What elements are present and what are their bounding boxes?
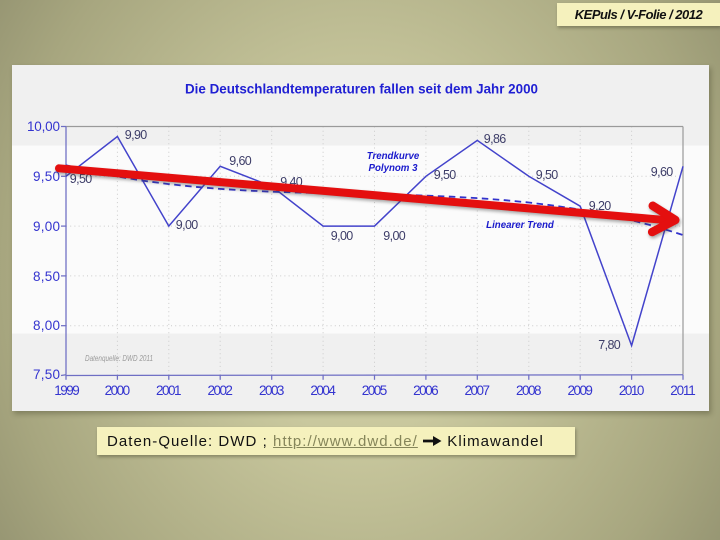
svg-text:9,00: 9,00: [331, 229, 354, 243]
svg-text:2001: 2001: [156, 383, 182, 398]
svg-text:2003: 2003: [259, 383, 285, 398]
svg-text:9,20: 9,20: [589, 199, 612, 213]
svg-text:9,00: 9,00: [176, 218, 199, 232]
svg-text:7,50: 7,50: [33, 367, 60, 382]
svg-text:2004: 2004: [310, 383, 336, 398]
svg-text:1999: 1999: [54, 383, 80, 398]
svg-text:9,60: 9,60: [651, 165, 674, 179]
svg-text:2010: 2010: [619, 383, 645, 398]
svg-text:8,50: 8,50: [33, 269, 60, 284]
svg-text:2006: 2006: [413, 383, 439, 398]
svg-text:10,00: 10,00: [27, 119, 60, 134]
svg-text:Die Deutschlandtemperaturen fa: Die Deutschlandtemperaturen fallen seit …: [185, 81, 538, 97]
svg-text:2005: 2005: [362, 383, 388, 398]
svg-text:9,50: 9,50: [434, 168, 457, 182]
svg-text:9,60: 9,60: [229, 154, 252, 168]
svg-text:2011: 2011: [670, 383, 696, 398]
svg-text:Datenquelle: DWD 2011: Datenquelle: DWD 2011: [85, 354, 153, 363]
svg-text:2002: 2002: [207, 383, 233, 398]
svg-text:9,90: 9,90: [125, 128, 148, 142]
svg-text:Linearer Trend: Linearer Trend: [486, 220, 555, 231]
svg-text:9,50: 9,50: [33, 169, 60, 184]
svg-text:9,00: 9,00: [33, 219, 60, 234]
svg-text:Polynom 3: Polynom 3: [369, 163, 419, 174]
svg-text:2007: 2007: [465, 383, 491, 398]
svg-text:9,50: 9,50: [70, 172, 93, 186]
svg-text:2008: 2008: [516, 383, 542, 398]
svg-text:7,80: 7,80: [598, 338, 621, 352]
svg-text:9,50: 9,50: [536, 168, 559, 182]
svg-text:9,86: 9,86: [484, 132, 507, 146]
svg-text:9,00: 9,00: [383, 229, 406, 243]
svg-text:Trendkurve: Trendkurve: [367, 151, 420, 162]
svg-text:8,00: 8,00: [33, 318, 60, 333]
svg-text:2009: 2009: [567, 383, 593, 398]
svg-text:2000: 2000: [105, 383, 130, 398]
